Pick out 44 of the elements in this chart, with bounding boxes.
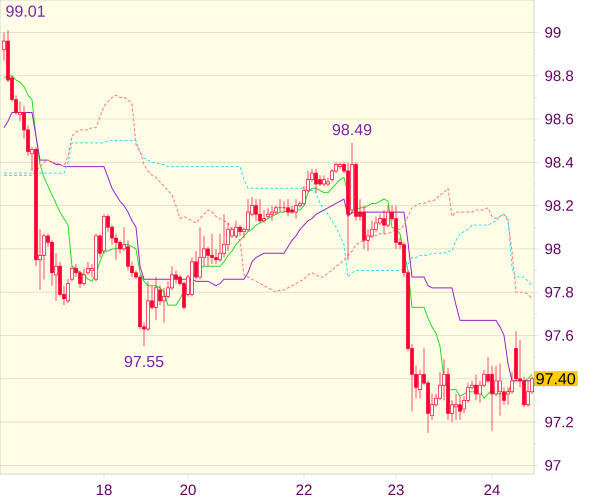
y-tick-label: 98.8 — [545, 70, 574, 82]
y-tick-label: 99 — [545, 27, 561, 38]
candlestick — [258, 198, 262, 224]
candlestick — [266, 207, 270, 219]
candlestick — [174, 270, 178, 284]
candlestick — [394, 205, 398, 250]
candlestick — [314, 168, 318, 193]
candlestick — [498, 363, 502, 416]
y-tick-label: 97 — [545, 460, 560, 471]
candlestick — [294, 198, 298, 219]
candlestick — [238, 224, 242, 236]
y-tick-label: 98.6 — [545, 114, 574, 124]
y-tick-label: 98.4 — [545, 157, 574, 168]
x-tick-label: 20 — [180, 484, 196, 496]
annotation: 97.55 — [124, 356, 164, 368]
annotation: 99.01 — [6, 6, 45, 17]
candlestick — [286, 198, 290, 217]
candlestick — [210, 233, 214, 264]
candlestick — [262, 210, 266, 224]
x-tick-label: 23 — [388, 484, 404, 496]
x-tick-label: 22 — [296, 484, 312, 496]
x-tick-label: 18 — [96, 484, 112, 496]
candlestick — [318, 174, 322, 186]
candlestick — [154, 276, 158, 321]
candlestick — [198, 226, 202, 280]
y-tick-label: 97.8 — [545, 286, 574, 298]
candlestick — [474, 374, 478, 401]
candlestick — [234, 220, 238, 238]
candlestick — [322, 174, 326, 186]
candlestick — [526, 380, 530, 408]
x-tick-label: 24 — [484, 484, 500, 496]
candlestick — [254, 198, 258, 222]
y-tick-label: 98 — [545, 244, 561, 254]
y-tick-label: 98.2 — [545, 200, 573, 211]
candlestick — [454, 394, 458, 420]
candlestick — [458, 396, 462, 420]
annotation: 97.40 — [536, 373, 576, 384]
candlestick — [290, 205, 294, 215]
candlestick — [382, 210, 386, 234]
candlestick — [270, 205, 274, 222]
annotation: 98.49 — [332, 124, 372, 136]
candlestick — [222, 214, 226, 258]
y-tick-label: 97.6 — [545, 330, 574, 341]
y-tick-label: 97.2 — [545, 416, 573, 428]
